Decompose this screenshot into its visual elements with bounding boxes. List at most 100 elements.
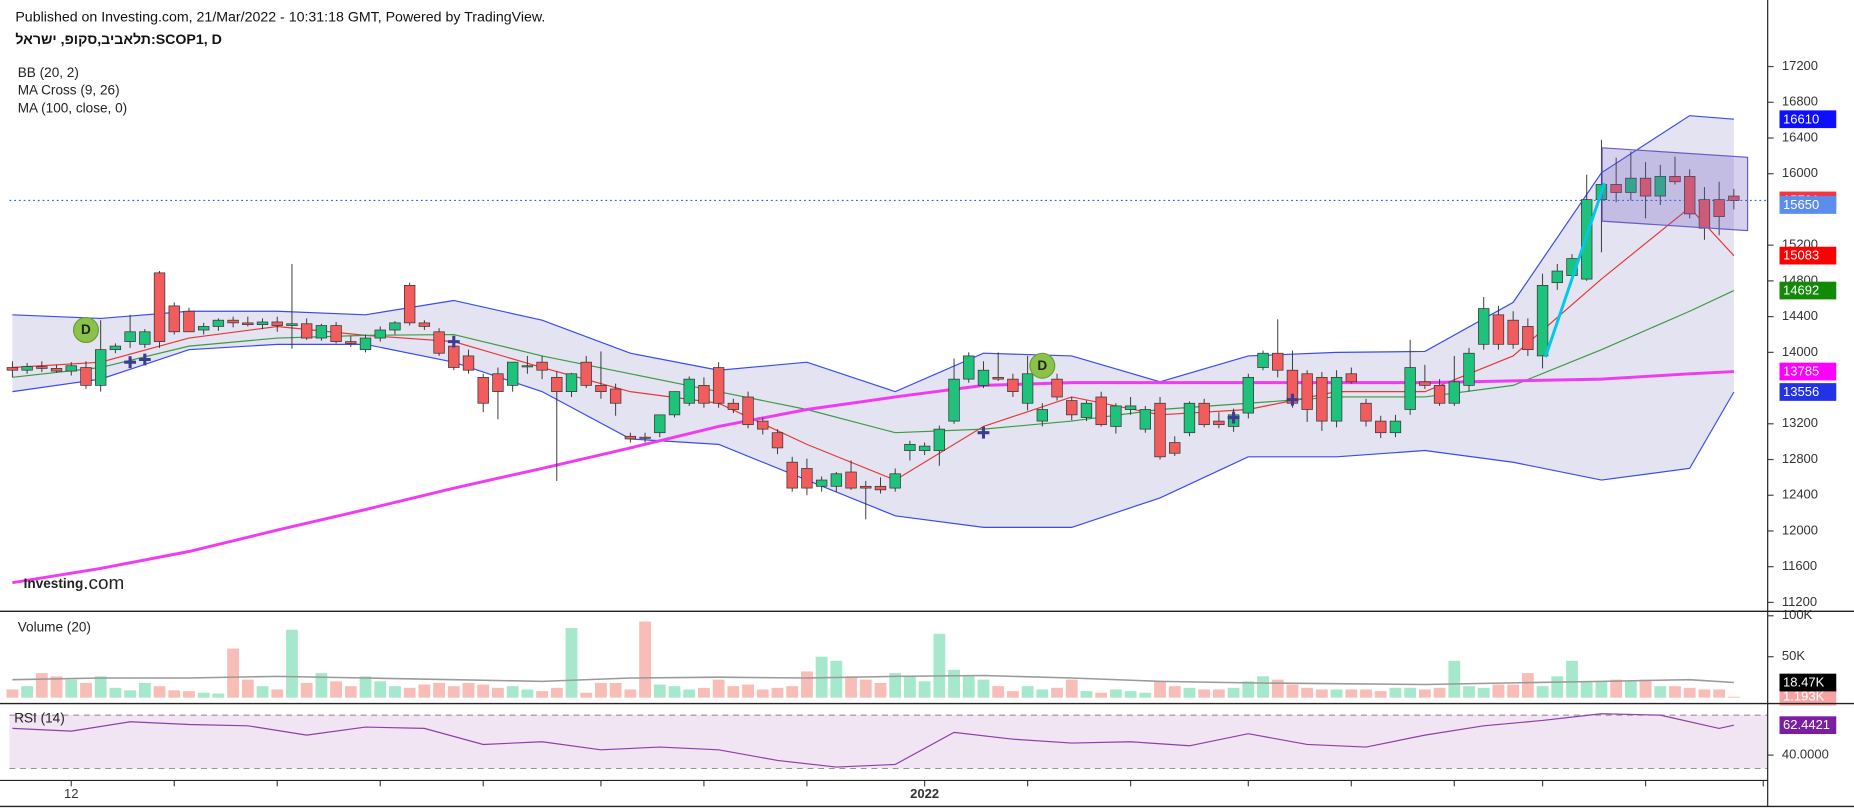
volume-bar bbox=[1580, 681, 1593, 698]
price-tag-label: 13556 bbox=[1783, 384, 1819, 399]
volume-bar bbox=[1404, 687, 1417, 698]
volume-bar bbox=[1389, 687, 1402, 698]
volume-bar bbox=[1183, 687, 1196, 698]
price-tag bbox=[1779, 362, 1837, 381]
volume-bar bbox=[683, 689, 696, 698]
volume-bar bbox=[506, 686, 519, 698]
price-tag-label: 62.4421 bbox=[1783, 717, 1830, 732]
volume-bar bbox=[1360, 689, 1372, 698]
candle-body bbox=[1154, 402, 1166, 458]
rsi-line bbox=[12, 713, 1734, 768]
candle-body bbox=[786, 461, 798, 489]
dividend-label: D bbox=[81, 322, 91, 337]
candle-body bbox=[1419, 381, 1431, 386]
volume-bar bbox=[50, 676, 63, 698]
candle-body bbox=[1713, 199, 1725, 217]
candle-body bbox=[1183, 402, 1196, 434]
ma-cross-marker bbox=[447, 335, 460, 348]
candle-body bbox=[492, 373, 504, 392]
volume-bar bbox=[903, 676, 916, 698]
candle-body bbox=[1389, 420, 1402, 434]
volume-bar bbox=[1639, 679, 1652, 698]
volume-bar bbox=[1330, 689, 1343, 698]
volume-bar bbox=[1727, 696, 1740, 698]
candle-body bbox=[668, 391, 681, 416]
candle-body bbox=[1639, 177, 1652, 197]
moving-average bbox=[12, 370, 1734, 585]
volume-bar bbox=[1212, 689, 1225, 698]
volume-bar bbox=[1566, 660, 1578, 698]
candle-body bbox=[139, 331, 151, 345]
volume-bar bbox=[359, 676, 372, 698]
volume-bar bbox=[624, 689, 637, 698]
volume-bar bbox=[109, 687, 122, 698]
x-tick-label: 12 bbox=[64, 786, 78, 801]
candle-body bbox=[1330, 376, 1343, 422]
dividend-marker bbox=[1029, 352, 1056, 379]
price-tag-label: 14692 bbox=[1783, 283, 1819, 298]
candle-body bbox=[536, 361, 548, 371]
volume-bar bbox=[241, 679, 254, 698]
candle-body bbox=[1301, 373, 1313, 410]
candle-body bbox=[418, 322, 431, 327]
plot-layer: 11200 11600 12000 12400 12800 13200 14000 14400… bbox=[6, 58, 1829, 801]
candle-body bbox=[1051, 378, 1063, 398]
volume-average bbox=[12, 674, 1734, 686]
volume-bar bbox=[830, 660, 843, 698]
volume-bar bbox=[1507, 684, 1520, 698]
volume-bar bbox=[330, 681, 343, 698]
candle-body bbox=[1007, 378, 1019, 392]
candle-body bbox=[448, 345, 460, 368]
candle-body bbox=[374, 329, 386, 339]
candle-body bbox=[1257, 352, 1269, 368]
candle-body bbox=[50, 368, 63, 372]
channel-drawing bbox=[1601, 147, 1749, 232]
price-tag-label: 15650 bbox=[1783, 197, 1819, 212]
candle-body bbox=[1610, 184, 1622, 193]
overlay-layer: DD166101570115650150831469213785135561.1… bbox=[72, 110, 1837, 735]
y-tick-label: 16000 bbox=[1782, 165, 1818, 180]
candle-body bbox=[345, 341, 357, 344]
y-tick-label: 11600 bbox=[1782, 558, 1817, 573]
candle-body bbox=[462, 355, 475, 371]
volume-bar bbox=[389, 686, 401, 698]
candle-body bbox=[1272, 352, 1284, 371]
volume-bar bbox=[565, 628, 578, 698]
y-tick-label: 14000 bbox=[1782, 344, 1818, 359]
candle-body bbox=[477, 376, 489, 404]
candle-body bbox=[1080, 402, 1093, 418]
dividend-label: D bbox=[1037, 358, 1047, 373]
volume-bar bbox=[286, 629, 298, 698]
price-tag-label: 18.47K bbox=[1783, 675, 1825, 690]
volume-bar bbox=[1624, 681, 1637, 698]
price-tag bbox=[1779, 716, 1837, 735]
ma-cross-marker bbox=[138, 353, 151, 366]
y-tick-label: 16800 bbox=[1782, 94, 1818, 109]
volume-bar bbox=[845, 676, 857, 698]
candle-body bbox=[21, 366, 33, 371]
y-tick-label: 12400 bbox=[1782, 487, 1818, 502]
candle-body bbox=[1492, 314, 1505, 345]
logo-main: Investing bbox=[24, 576, 84, 591]
volume-bar bbox=[1168, 686, 1181, 698]
rsi-band bbox=[9, 715, 1768, 769]
volume-bar bbox=[712, 679, 725, 698]
candle-body bbox=[359, 337, 372, 351]
candle-body bbox=[1375, 420, 1387, 434]
candle-body bbox=[271, 321, 283, 326]
y-tick-label: 14400 bbox=[1782, 308, 1818, 323]
indicator-label: MA (100, close, 0) bbox=[18, 100, 127, 115]
candle-body bbox=[1242, 376, 1254, 414]
candle-body bbox=[330, 325, 342, 342]
candle-body bbox=[286, 323, 298, 326]
volume-bar bbox=[227, 648, 240, 698]
volume-bar bbox=[918, 681, 931, 698]
candle-body bbox=[1463, 352, 1475, 386]
price-tag-label: 13785 bbox=[1783, 364, 1819, 379]
candle-body bbox=[1684, 176, 1696, 215]
volume-bar bbox=[1080, 691, 1093, 698]
candle-body bbox=[698, 385, 710, 404]
volume-bar bbox=[962, 676, 975, 698]
volume-bar bbox=[183, 691, 195, 698]
trend-line-drawing bbox=[1543, 182, 1606, 358]
